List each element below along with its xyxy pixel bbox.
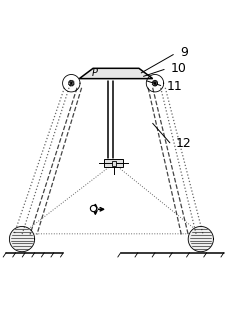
Polygon shape [187,227,213,252]
Text: 9: 9 [179,46,187,59]
Text: 10: 10 [170,62,186,75]
Polygon shape [9,227,34,252]
Text: 11: 11 [166,80,181,93]
Bar [111,161,115,165]
Text: P: P [91,68,97,78]
Bar [103,159,123,167]
Polygon shape [79,68,152,79]
Text: 12: 12 [175,138,191,150]
